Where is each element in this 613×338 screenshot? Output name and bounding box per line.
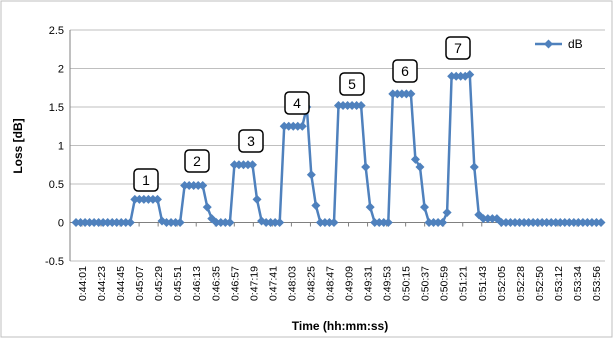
x-tick-label: 0:49:09 bbox=[344, 266, 356, 301]
x-tick-label: 0:51:21 bbox=[458, 266, 470, 301]
x-tick-label: 0:53:34 bbox=[572, 266, 584, 301]
x-tick-label: 0:49:53 bbox=[382, 266, 394, 301]
x-tick-label: 0:52:50 bbox=[534, 266, 546, 301]
annotation-label: 6 bbox=[401, 63, 409, 79]
x-tick-label: 0:47:41 bbox=[267, 266, 279, 301]
x-tick-label: 0:46:57 bbox=[229, 266, 241, 301]
x-tick-label: 0:53:56 bbox=[591, 266, 603, 301]
annotation-label: 3 bbox=[247, 133, 255, 149]
x-tick-label: 0:45:29 bbox=[153, 266, 165, 301]
y-tick-label: -0.5 bbox=[45, 256, 64, 268]
y-tick-label: 1 bbox=[58, 141, 64, 153]
x-tick-label: 0:50:37 bbox=[420, 266, 432, 301]
x-tick-label: 0:48:25 bbox=[305, 266, 317, 301]
x-tick-label: 0:50:15 bbox=[401, 266, 413, 301]
x-tick-label: 0:44:45 bbox=[115, 266, 127, 301]
annotation-label: 2 bbox=[193, 153, 201, 169]
annotation-label: 1 bbox=[142, 172, 150, 188]
y-tick-label: 0 bbox=[58, 218, 64, 230]
x-tick-label: 0:52:28 bbox=[515, 266, 527, 301]
annotation-label: 7 bbox=[454, 40, 462, 56]
y-tick-label: 1.5 bbox=[49, 102, 64, 114]
x-tick-label: 0:49:31 bbox=[363, 266, 375, 301]
x-tick-label: 0:48:47 bbox=[324, 266, 336, 301]
x-tick-label: 0:50:59 bbox=[439, 266, 451, 301]
x-tick-label: 0:45:07 bbox=[134, 266, 146, 301]
x-axis-label: Time (hh:mm:ss) bbox=[292, 319, 388, 333]
x-tick-label: 0:47:19 bbox=[248, 266, 260, 301]
x-tick-label: 0:53:12 bbox=[553, 266, 565, 301]
x-tick-label: 0:52:05 bbox=[496, 266, 508, 301]
y-axis-label: Loss [dB] bbox=[11, 118, 25, 173]
y-tick-label: 0.5 bbox=[49, 179, 64, 191]
annotation-label: 5 bbox=[348, 76, 356, 92]
x-tick-label: 0:44:01 bbox=[77, 266, 89, 301]
x-tick-label: 0:46:13 bbox=[191, 266, 203, 301]
annotation-label: 4 bbox=[293, 95, 301, 111]
legend-label: dB bbox=[568, 37, 583, 51]
x-tick-label: 0:48:03 bbox=[286, 266, 298, 301]
y-tick-label: 2 bbox=[58, 64, 64, 76]
x-tick-label: 0:51:43 bbox=[477, 266, 489, 301]
x-tick-label: 0:45:51 bbox=[172, 266, 184, 301]
x-tick-label: 0:46:35 bbox=[210, 266, 222, 301]
x-tick-label: 0:44:23 bbox=[96, 266, 108, 301]
y-tick-label: 2.5 bbox=[49, 25, 64, 37]
